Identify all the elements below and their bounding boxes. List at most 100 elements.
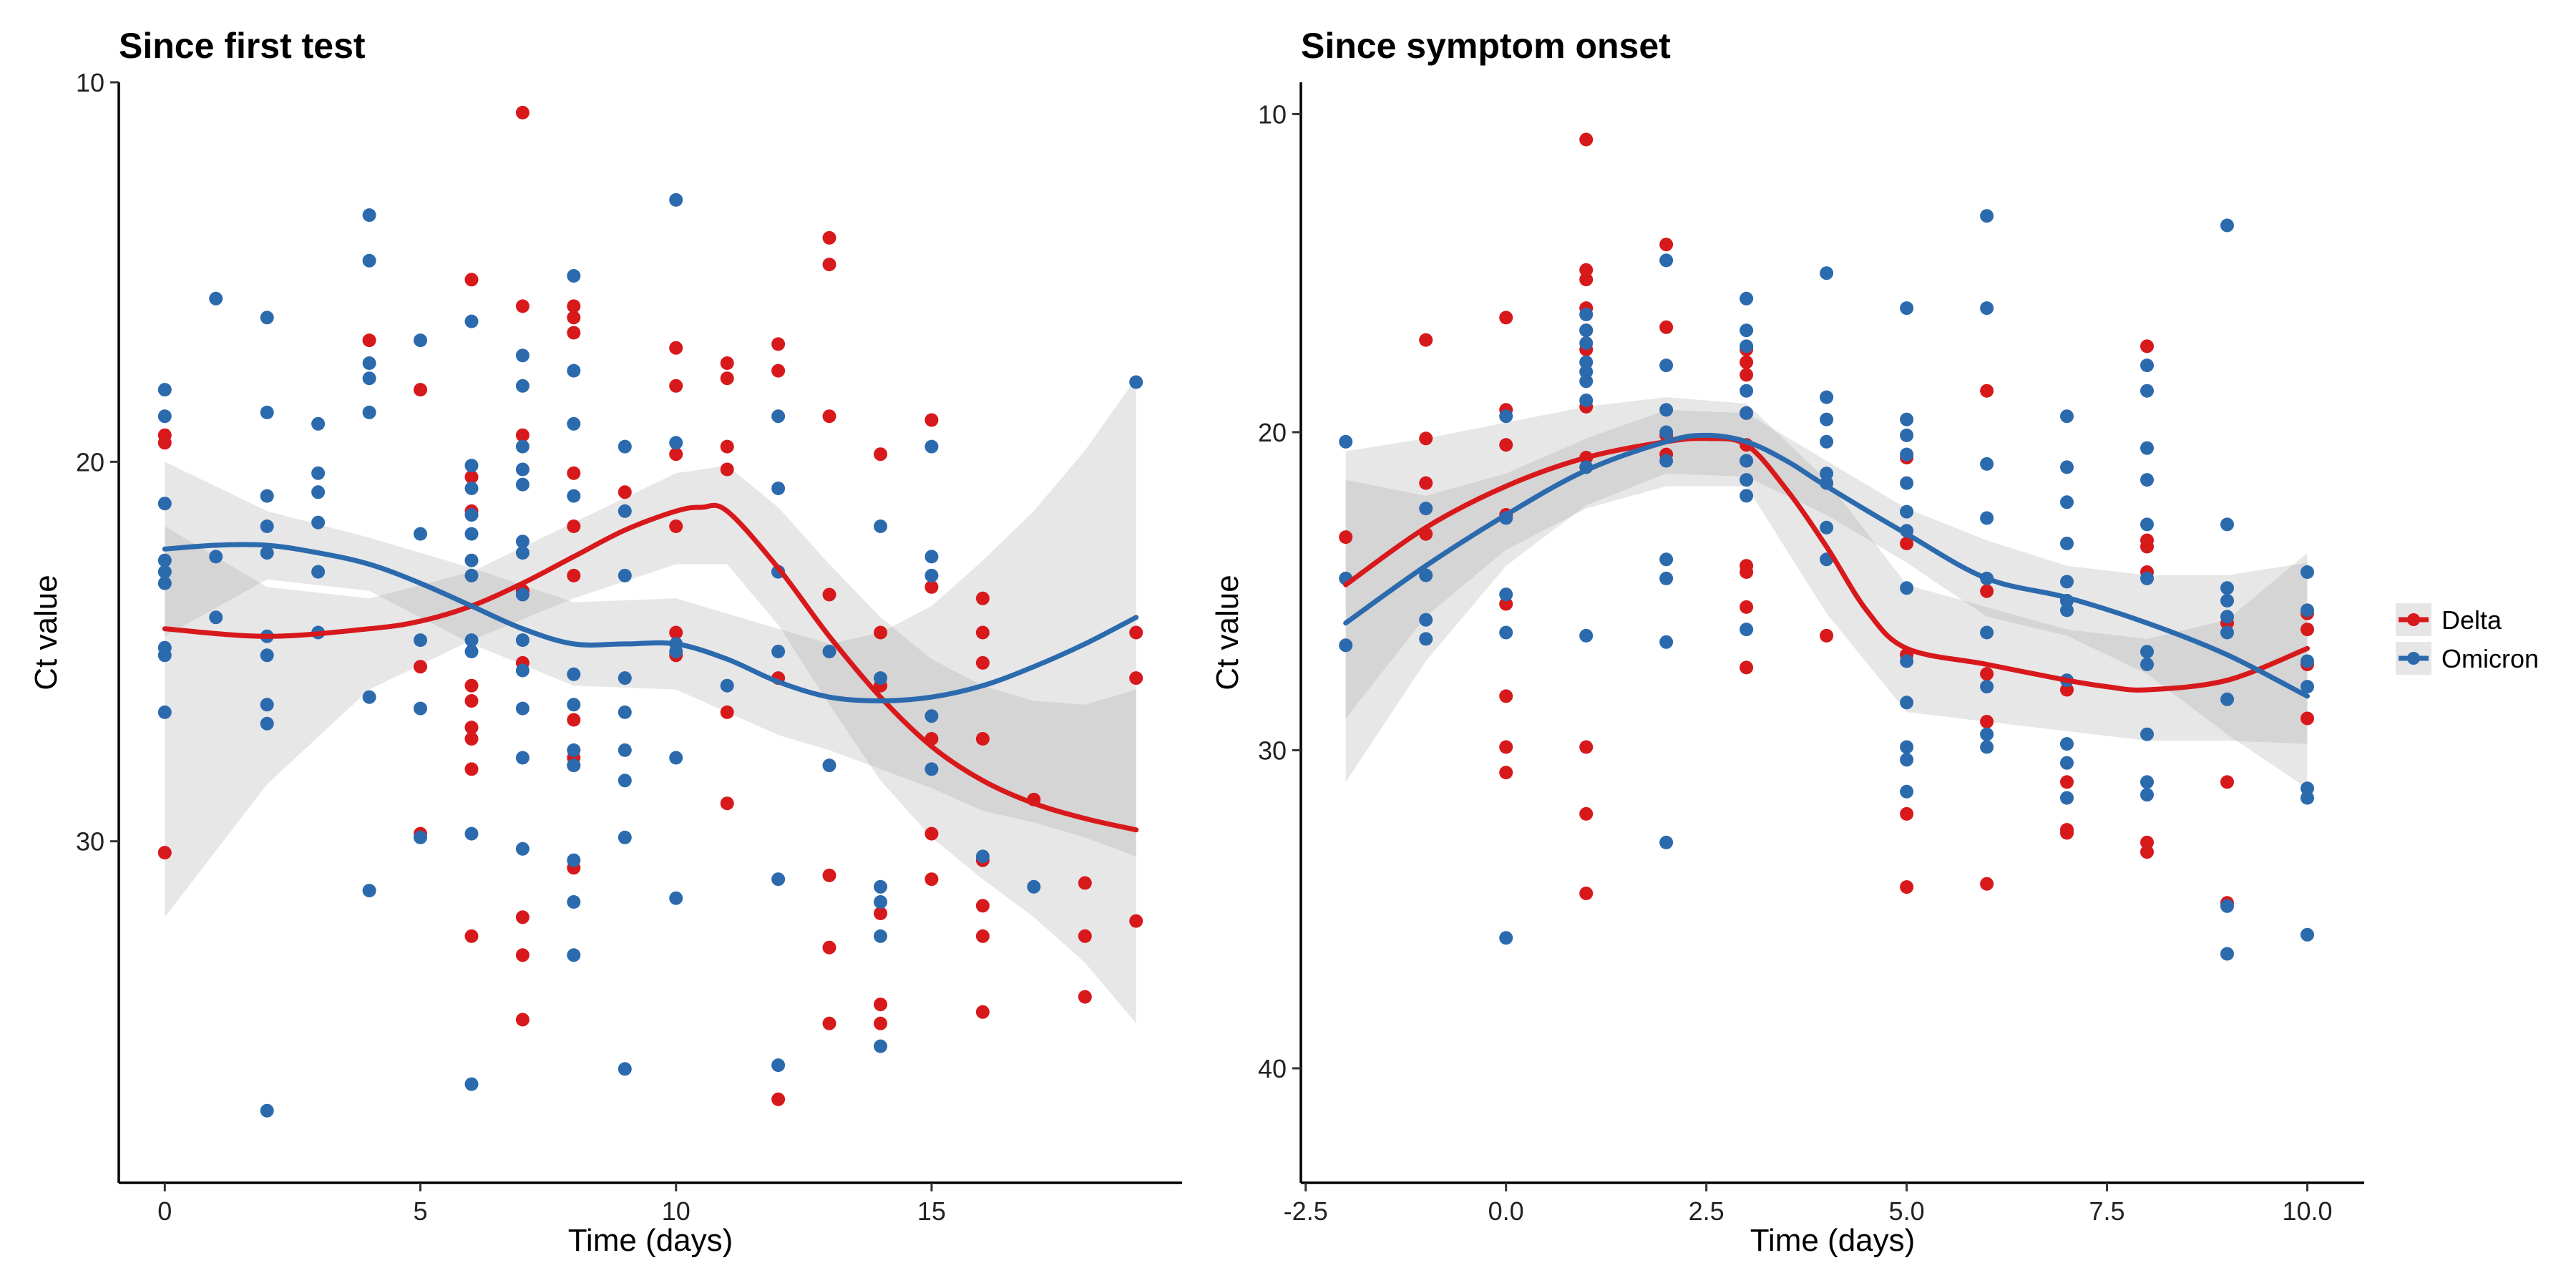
data-point-omicron [924, 568, 939, 582]
data-point-omicron [209, 291, 223, 306]
data-point-omicron [157, 497, 172, 511]
data-point-omicron [2140, 658, 2154, 671]
data-point-delta [567, 713, 581, 727]
data-point-omicron [464, 553, 479, 567]
data-point-omicron [515, 546, 530, 560]
data-point-delta [1129, 671, 1143, 686]
data-point-delta [464, 732, 479, 746]
data-point-omicron [1980, 727, 1994, 741]
data-point-delta [1980, 877, 1994, 891]
data-point-omicron [1499, 931, 1513, 945]
data-point-omicron [720, 678, 734, 693]
data-point-delta [2140, 339, 2154, 353]
data-point-omicron [924, 439, 939, 454]
data-point-delta [771, 364, 786, 378]
data-point-omicron [567, 364, 581, 378]
data-point-omicron [822, 645, 836, 658]
data-point-omicron [1659, 571, 1674, 585]
data-point-delta [464, 762, 479, 776]
data-point-omicron [464, 459, 479, 473]
data-point-delta [414, 660, 427, 674]
data-point-omicron [1900, 476, 1914, 490]
data-point-omicron [209, 550, 223, 564]
y-tick-label: 20 [1258, 418, 1287, 447]
data-point-omicron [1419, 613, 1433, 627]
data-point-omicron [515, 439, 530, 454]
data-point-omicron [1579, 365, 1594, 379]
data-point-omicron [1740, 406, 1754, 420]
data-point-delta [2140, 845, 2154, 859]
legend-point-omicron [2407, 652, 2420, 665]
data-point-delta [464, 470, 479, 484]
data-point-delta [1499, 689, 1513, 703]
data-point-omicron [362, 884, 376, 898]
data-point-omicron [157, 576, 172, 590]
data-point-omicron [1339, 638, 1353, 653]
data-point-delta [2060, 826, 2074, 840]
data-point-delta [771, 1092, 786, 1106]
data-point-omicron [2060, 603, 2074, 618]
data-point-omicron [1980, 301, 1994, 316]
data-point-omicron [2060, 575, 2074, 589]
data-point-omicron [2301, 927, 2314, 942]
data-point-omicron [2301, 565, 2314, 579]
data-point-omicron [618, 504, 632, 518]
data-point-delta [720, 371, 734, 386]
data-point-omicron [1980, 457, 1994, 471]
data-point-omicron [2220, 594, 2234, 608]
confidence-band-omicron [165, 378, 1136, 857]
data-point-omicron [311, 565, 326, 579]
data-point-delta [1900, 537, 1914, 550]
legend-item-omicron: Omicron [2396, 642, 2539, 675]
data-point-delta [874, 625, 887, 640]
data-point-delta [567, 466, 581, 480]
data-point-omicron [567, 853, 581, 867]
data-point-delta [1499, 597, 1513, 611]
data-point-omicron [1579, 323, 1594, 338]
data-point-delta [1419, 333, 1433, 347]
data-point-delta [1078, 876, 1092, 890]
data-point-omicron [260, 519, 274, 533]
data-point-omicron [1579, 336, 1594, 350]
legend: Delta Omicron [2396, 603, 2539, 675]
data-point-omicron [414, 830, 427, 844]
data-point-omicron [618, 743, 632, 757]
data-point-omicron [618, 671, 632, 686]
data-point-omicron [1980, 209, 1994, 223]
data-point-delta [567, 326, 581, 340]
data-point-delta [874, 907, 887, 920]
data-point-delta [1820, 628, 1834, 643]
data-point-delta [567, 299, 581, 313]
data-point-omicron [515, 379, 530, 393]
data-point-omicron [464, 482, 479, 495]
data-point-omicron [515, 841, 530, 856]
data-point-delta [1980, 584, 1994, 598]
data-point-omicron [414, 701, 427, 716]
data-point-omicron [618, 1062, 632, 1076]
x-axis-label: Time (days) [568, 1223, 733, 1258]
data-point-delta [1419, 431, 1433, 446]
data-point-delta [1579, 806, 1594, 821]
data-point-omicron [1900, 428, 1914, 442]
data-point-delta [2301, 623, 2314, 637]
legend-label-delta: Delta [2441, 605, 2502, 635]
data-point-omicron [1900, 504, 1914, 519]
data-point-omicron [1579, 628, 1594, 643]
data-point-omicron [1820, 266, 1834, 280]
data-point-delta [1579, 273, 1594, 287]
data-point-omicron [567, 489, 581, 503]
data-point-omicron [2060, 791, 2074, 805]
data-point-omicron [1820, 434, 1834, 449]
data-point-delta [1900, 880, 1914, 894]
data-point-omicron [669, 192, 683, 207]
data-point-omicron [874, 1039, 887, 1053]
data-point-omicron [1980, 625, 1994, 640]
data-point-omicron [1499, 409, 1513, 424]
data-point-omicron [157, 553, 172, 567]
data-point-omicron [2060, 537, 2074, 550]
data-point-omicron [362, 371, 376, 386]
data-point-delta [414, 383, 427, 397]
data-point-omicron [2140, 441, 2154, 455]
data-point-omicron [464, 508, 479, 522]
data-point-omicron [362, 356, 376, 370]
